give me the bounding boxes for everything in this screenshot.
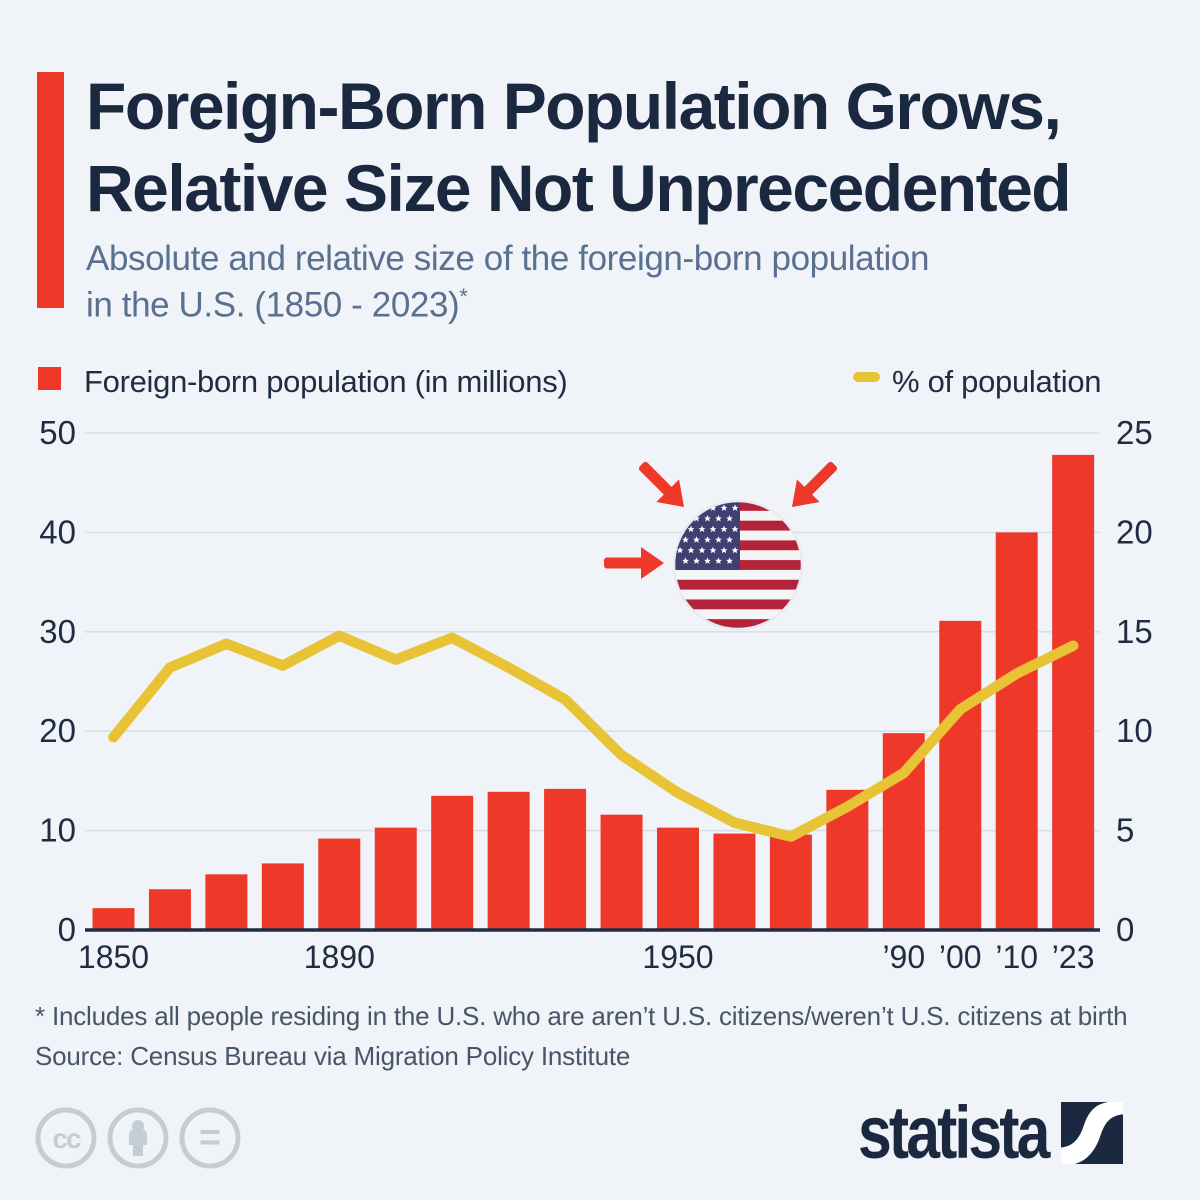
bar-2023	[1052, 454, 1095, 930]
title-accent-bar	[37, 72, 64, 308]
statista-logo[interactable]: statista	[858, 1091, 1124, 1174]
statista-logo-mark	[1061, 1102, 1124, 1164]
x-axis-tick-15: ’00	[939, 939, 982, 975]
svg-text:cc: cc	[52, 1123, 81, 1154]
percent-line	[108, 630, 1079, 842]
bar-1850	[92, 908, 135, 930]
bar-2000	[939, 620, 982, 930]
bar-1950	[657, 827, 699, 930]
footnote-asterisk: *	[459, 284, 468, 310]
svg-text:=: =	[199, 1117, 221, 1159]
bar-1860	[148, 889, 191, 930]
bar-1880	[261, 863, 304, 930]
combo-chart: 0 10 20 30 40 50 0 5 10 15 20 25 1850 1890 1950 ’90 ’00 ’…	[39, 414, 1153, 975]
cc-icon[interactable]: cc	[35, 1107, 97, 1169]
equals-icon[interactable]: =	[179, 1107, 241, 1169]
left-axis-tick-20: 20	[39, 712, 76, 749]
bar-1910	[431, 795, 474, 930]
arrow-top-right-icon	[792, 461, 838, 507]
right-axis-tick-15: 15	[1116, 613, 1153, 650]
left-axis-tick-10: 10	[39, 812, 76, 849]
left-axis-tick-30: 30	[39, 613, 76, 650]
x-axis-tick-17: ’23	[1052, 939, 1095, 975]
legend-bar-label: Foreign-born population (in millions)	[84, 364, 568, 399]
title-line-2: Relative Size Not Unprecedented	[86, 150, 1072, 225]
right-axis-tick-20: 20	[1116, 513, 1153, 550]
legend-bar-swatch	[38, 367, 61, 390]
subtitle: Absolute and relative size of the foreig…	[86, 236, 929, 329]
right-axis-tick-25: 25	[1116, 414, 1153, 451]
arrow-left-icon	[604, 547, 664, 579]
right-axis-tick-5: 5	[1116, 812, 1134, 849]
bar-1890	[318, 838, 361, 930]
x-axis-tick-14: ’90	[882, 939, 925, 975]
bar-1870	[205, 874, 248, 930]
bar-1900	[374, 827, 417, 930]
bar-1930	[544, 788, 587, 930]
us-flag-icon	[672, 499, 804, 631]
bar-1960	[713, 833, 756, 930]
bar-2010	[995, 532, 1038, 930]
statista-wordmark: statista	[858, 1091, 1050, 1174]
x-axis-tick-10: 1950	[642, 939, 713, 975]
bar-1920	[487, 791, 530, 930]
right-axis-tick-10: 10	[1116, 712, 1153, 749]
page-title: Foreign-Born Population Grows, Relative …	[86, 66, 1072, 230]
x-axis-tick-4: 1890	[304, 939, 375, 975]
title-line-1: Foreign-Born Population Grows,	[86, 69, 1062, 143]
footnote: * Includes all people residing in the U.…	[35, 1001, 1128, 1031]
subtitle-line-1: Absolute and relative size of the foreig…	[86, 239, 930, 278]
cc-license-badges[interactable]: cc =	[30, 1100, 290, 1176]
left-axis-tick-40: 40	[39, 513, 76, 550]
x-axis-tick-16: ’10	[995, 939, 1038, 975]
attribution-person-icon[interactable]	[107, 1107, 169, 1169]
arrow-top-left-icon	[638, 461, 684, 507]
left-axis-tick-0: 0	[58, 911, 76, 948]
subtitle-line-2: in the U.S. (1850 - 2023)*	[86, 284, 468, 325]
right-axis-tick-0: 0	[1116, 911, 1134, 948]
legend-line-swatch	[853, 372, 880, 382]
source-line: Source: Census Bureau via Migration Poli…	[35, 1041, 631, 1071]
bar-1970	[769, 834, 812, 930]
legend-line-label: % of population	[892, 364, 1102, 399]
left-axis-tick-50: 50	[39, 414, 76, 451]
x-axis-tick-0: 1850	[78, 939, 149, 975]
bar-1940	[600, 814, 643, 930]
